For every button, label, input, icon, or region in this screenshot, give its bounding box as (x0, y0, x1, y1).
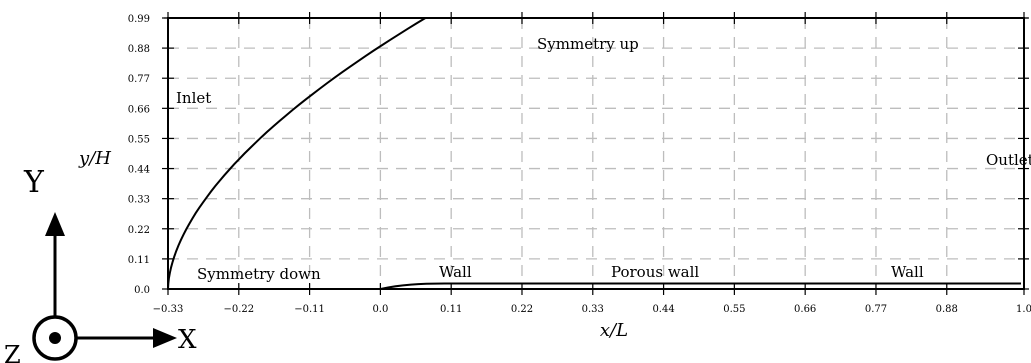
y-axis-label: y/H (78, 148, 111, 169)
triad-x-arrowhead (153, 328, 177, 348)
symmetry-down-label: Symmetry down (197, 265, 321, 283)
y-tick-label: 0.88 (128, 44, 150, 55)
x-axis-label: x/L (600, 320, 628, 341)
y-tick-label: 0.77 (128, 74, 150, 85)
inlet-label: Inlet (176, 89, 211, 107)
y-tick-label: 0.66 (128, 104, 150, 115)
grid-lines (168, 18, 1024, 289)
x-tick-label: 0.88 (936, 304, 958, 315)
y-tick-label: 0.22 (128, 225, 150, 236)
x-tick-label: 0.22 (511, 304, 533, 315)
x-tick-label: 0.77 (865, 304, 887, 315)
y-tick-label: 0.0 (134, 285, 150, 296)
x-tick-label: −0.11 (294, 304, 325, 315)
y-tick-label: 0.99 (128, 14, 150, 25)
x-tick-label: 0.11 (440, 304, 462, 315)
x-tick-label: 0.33 (582, 304, 604, 315)
symmetry-up-label: Symmetry up (537, 35, 639, 53)
x-tick-labels: −0.33 −0.22 −0.11 0.0 0.11 0.22 0.33 0.44 0.55 0.… (153, 304, 1031, 315)
x-tick-label: 0.66 (794, 304, 816, 315)
coordinate-triad: Y X Z (4, 165, 197, 363)
y-tick-label: 0.11 (128, 255, 150, 266)
wall-left-label: Wall (439, 263, 472, 281)
y-tick-label: 0.55 (128, 134, 150, 145)
tick-marks (162, 12, 1029, 295)
outlet-label: Outlet (986, 151, 1031, 169)
y-tick-label: 0.44 (128, 165, 150, 176)
y-tick-labels: 0.0 0.11 0.22 0.33 0.44 0.55 0.66 0.77 0.88 0.99 (128, 14, 150, 296)
x-tick-label: −0.22 (223, 304, 254, 315)
domain-geometry (167, 17, 1025, 290)
inlet-velocity-profile (167, 17, 426, 290)
wall-right-label: Wall (891, 263, 924, 281)
x-tick-label: 1.0 (1016, 304, 1031, 315)
porous-wall-label: Porous wall (611, 263, 699, 281)
triad-y-label: Y (23, 165, 45, 200)
triad-x-label: X (178, 325, 197, 355)
domain-border (167, 17, 1025, 290)
x-tick-label: −0.33 (153, 304, 184, 315)
x-tick-label: 0.0 (372, 304, 388, 315)
porous-plate (380, 282, 1021, 290)
x-tick-label: 0.55 (723, 304, 745, 315)
triad-y-arrowhead (45, 212, 65, 236)
triad-z-label: Z (4, 341, 21, 363)
x-tick-label: 0.44 (652, 304, 674, 315)
triad-z-dot (49, 332, 61, 344)
y-tick-label: 0.33 (128, 195, 150, 206)
